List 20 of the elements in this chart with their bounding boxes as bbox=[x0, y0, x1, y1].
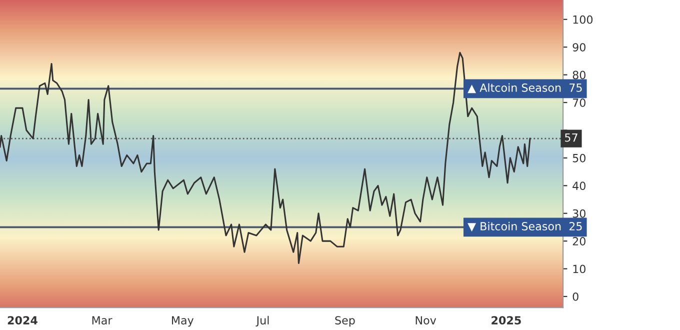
y-tick-label: 70 bbox=[572, 98, 586, 107]
y-tick-label: 10 bbox=[573, 264, 586, 274]
y-tick-label: 20 bbox=[572, 237, 586, 246]
x-tick-label: Nov bbox=[416, 316, 436, 324]
ref-line-label: 57 bbox=[565, 134, 578, 142]
x-tick-label: Jul bbox=[256, 316, 269, 327]
x-tick-label: Sep bbox=[335, 316, 355, 327]
y-tick-label: 90 bbox=[572, 43, 586, 52]
ref-line-label: ▼ Bitcoin Season 25 bbox=[468, 222, 582, 232]
y-tick-label: 80 bbox=[572, 70, 586, 80]
y-tick-label: 100 bbox=[573, 15, 593, 24]
x-tick-label: Mar bbox=[92, 316, 112, 324]
ref-line-label: ▲ Altcoin Season 75 bbox=[468, 83, 582, 94]
x-tick-label: 2025 bbox=[492, 316, 521, 324]
x-tick-label: 2024 bbox=[8, 316, 38, 324]
y-tick-label: 30 bbox=[572, 209, 586, 218]
y-tick-label: 40 bbox=[572, 182, 586, 190]
x-tick-label: May bbox=[172, 316, 194, 327]
y-tick-label: 0 bbox=[572, 292, 578, 301]
y-tick-label: 50 bbox=[572, 154, 586, 162]
